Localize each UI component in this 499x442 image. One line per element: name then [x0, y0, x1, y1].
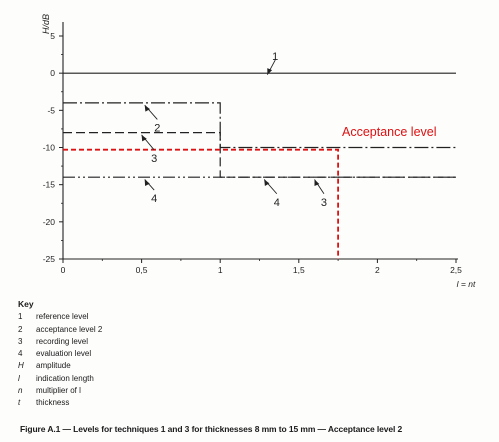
x-tick-label: 2,5 — [450, 265, 462, 275]
leader-arrowhead — [267, 68, 273, 75]
key-row: 1 reference level — [18, 311, 102, 323]
leader-arrowhead — [264, 179, 270, 186]
key-text: indication length — [36, 373, 94, 383]
y-tick-label: 0 — [50, 68, 55, 78]
key-legend: Key 1 reference level 2 acceptance level 2 3… — [18, 298, 102, 410]
key-symbol: 3 — [18, 336, 23, 346]
key-text: evaluation level — [36, 349, 92, 359]
key-text: multiplier of l — [36, 386, 81, 396]
x-axis-label: l = nt — [457, 279, 476, 289]
series-line-3 — [63, 132, 456, 178]
y-tick-label: -20 — [43, 217, 56, 227]
y-tick-label: 5 — [50, 31, 55, 41]
x-tick-label: 2 — [375, 265, 380, 275]
leader-arrowhead — [144, 105, 150, 112]
key-row: l indication length — [18, 373, 102, 385]
series-line-2 — [63, 102, 456, 149]
y-tick-label: -5 — [47, 105, 55, 115]
leader-arrowhead — [141, 134, 147, 142]
key-text: recording level — [36, 336, 89, 346]
key-symbol: 1 — [18, 312, 23, 322]
y-axis-label: H/dB — [41, 14, 51, 34]
x-tick-label: 1,5 — [293, 265, 305, 275]
key-row: 2 acceptance level 2 — [18, 324, 102, 336]
key-text: acceptance level 2 — [36, 324, 103, 334]
x-tick-label: 1 — [218, 265, 223, 275]
series-number-label: 3 — [321, 197, 327, 209]
leader-arrowhead — [314, 179, 320, 186]
levels-chart: 5 0 -5 -10 -15 -20 -25 0 0,5 1 1,5 2 2,5 H/dB l = nt 1… — [41, 14, 476, 289]
key-symbol: t — [18, 398, 21, 408]
key-text: reference level — [36, 312, 89, 322]
leader-arrowhead — [144, 179, 150, 186]
key-row: 4 evaluation level — [18, 348, 102, 360]
y-tick-label: -25 — [43, 254, 56, 264]
series-number-label: 4 — [274, 197, 280, 209]
chart-annotations: 1 2 3 4 4 3 Acceptance level — [141, 51, 437, 209]
key-row: t thickness — [18, 397, 102, 409]
key-rows: 1 reference level 2 acceptance level 2 3 reco… — [18, 311, 102, 409]
key-title: Key — [18, 299, 34, 309]
x-tick-label: 0,5 — [136, 265, 148, 275]
chart-series — [63, 72, 456, 259]
series-number-label: 1 — [272, 51, 278, 63]
y-tick-label: -15 — [43, 180, 56, 190]
y-tick-label: -10 — [43, 143, 56, 153]
key-row: n multiplier of l — [18, 385, 102, 397]
key-text: amplitude — [36, 361, 71, 371]
key-symbol: l — [18, 373, 20, 383]
series-number-label: 3 — [151, 153, 157, 165]
series-line-acceptance-level — [63, 148, 340, 259]
key-row: 3 recording level — [18, 336, 102, 348]
chart-axes: 5 0 -5 -10 -15 -20 -25 0 0,5 1 1,5 2 2,5 H/dB l = nt — [41, 14, 476, 289]
key-text: thickness — [36, 398, 70, 408]
acceptance-level-label: Acceptance level — [342, 125, 437, 139]
x-tick-label: 0 — [61, 265, 66, 275]
key-symbol: n — [18, 386, 23, 396]
figure-caption: Figure A.1 — Levels for techniques 1 and… — [20, 424, 403, 434]
key-symbol: 4 — [18, 349, 23, 359]
key-symbol: H — [18, 361, 24, 371]
key-symbol: 2 — [18, 324, 23, 334]
series-number-label: 4 — [151, 193, 157, 205]
series-number-label: 2 — [154, 122, 160, 134]
